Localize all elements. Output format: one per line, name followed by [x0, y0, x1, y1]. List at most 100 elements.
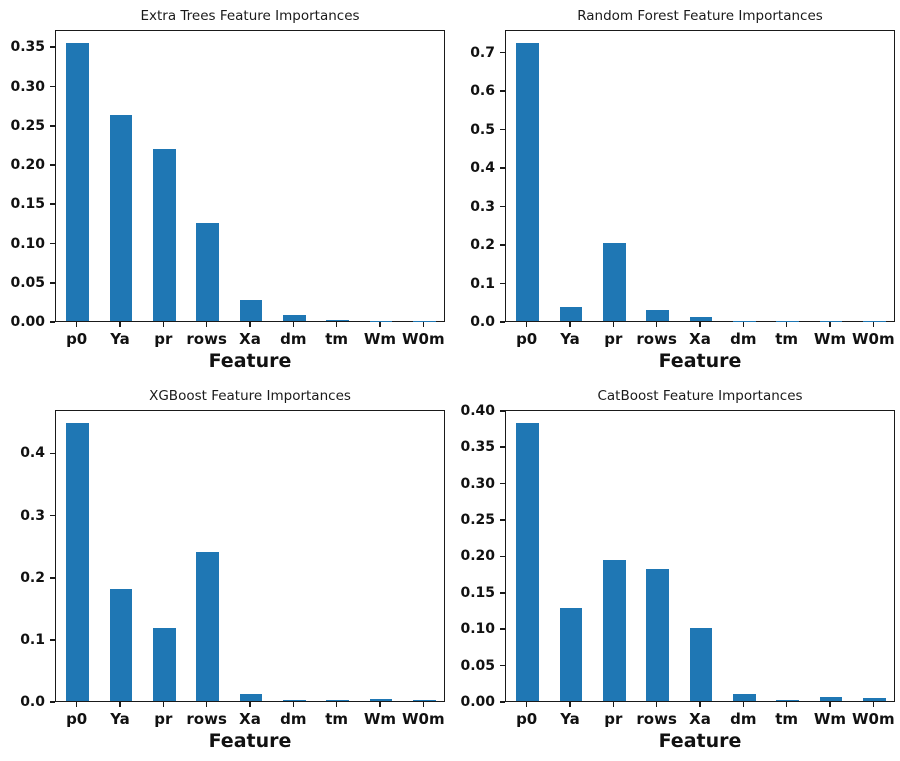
y-axis-tick-label: 0.00 — [460, 694, 495, 710]
x-axis-tick-label: p0 — [66, 330, 88, 348]
x-tick-mark — [162, 322, 165, 327]
x-tick-mark — [785, 322, 788, 327]
chart-cell: XGBoost Feature Importances 0.0 0.1 0.2 0.3 0… — [0, 380, 450, 761]
x-tick-mark — [205, 702, 208, 707]
x-axis-tick-label: tm — [325, 710, 349, 728]
y-tick-mark — [500, 519, 505, 521]
y-tick-mark — [50, 701, 55, 703]
y-axis-tick-label: 0.05 — [10, 274, 45, 291]
y-tick-mark — [500, 282, 505, 285]
x-tick-mark — [292, 322, 295, 327]
y-tick-mark — [500, 205, 505, 208]
bar-rows — [646, 569, 669, 701]
y-axis-tick-label: 0.30 — [10, 78, 45, 95]
chart-title: XGBoost Feature Importances — [149, 388, 351, 404]
x-tick-mark — [829, 322, 831, 327]
y-tick-mark — [500, 321, 505, 323]
y-axis-tick-label: 0.20 — [460, 548, 495, 565]
x-tick-mark — [422, 702, 425, 707]
x-axis-tick-label: Wm — [363, 710, 397, 728]
y-tick-mark — [500, 51, 505, 54]
y-tick-mark — [500, 664, 505, 667]
x-tick-mark — [335, 702, 338, 707]
bar-Ya — [559, 307, 583, 321]
y-tick-mark — [50, 85, 55, 88]
y-axis-tick-label: 0.25 — [10, 117, 45, 134]
bar-p0 — [516, 43, 539, 321]
y-axis-tick-label: 0.3 — [20, 507, 45, 524]
bar-Ya — [109, 588, 133, 701]
plot-area — [505, 30, 895, 322]
x-tick-mark — [655, 322, 658, 327]
x-axis-tick-label: rows — [636, 710, 677, 728]
x-axis-tick-label: tm — [325, 330, 349, 348]
y-tick-mark — [50, 514, 55, 517]
x-axis-tick-label: W0m — [852, 710, 895, 728]
x-tick-mark — [249, 322, 251, 327]
x-axis-tick-label: dm — [730, 330, 757, 348]
y-tick-mark — [50, 203, 55, 206]
y-axis-tick-label: 0.4 — [20, 445, 45, 462]
x-axis-tick-label: tm — [775, 710, 799, 728]
y-axis-tick-label: 0.15 — [460, 584, 495, 601]
y-axis-tick-label: 0.0 — [470, 314, 495, 330]
chart-title: Random Forest Feature Importances — [577, 8, 823, 24]
x-axis-label: Feature — [658, 730, 742, 752]
y-axis-tick-label: 0.4 — [470, 160, 495, 177]
x-axis-label: Feature — [208, 730, 292, 752]
bar-Xa — [689, 628, 713, 701]
x-tick-mark — [205, 322, 208, 327]
y-tick-mark — [500, 555, 505, 558]
y-axis-tick-label: 0.30 — [460, 475, 495, 492]
x-axis-tick-label: Wm — [363, 330, 397, 348]
x-tick-mark — [699, 322, 701, 327]
bar-pr — [603, 243, 626, 321]
y-tick-mark — [50, 321, 55, 323]
y-tick-mark — [500, 701, 505, 703]
x-axis-tick-label: pr — [154, 710, 173, 728]
x-axis-tick-label: Wm — [813, 330, 847, 348]
x-axis-tick-label: pr — [604, 330, 623, 348]
y-tick-mark — [500, 409, 505, 412]
x-axis-tick-label: Ya — [560, 710, 580, 728]
x-axis-tick-label: Xa — [239, 710, 261, 728]
x-axis-tick-label: tm — [775, 330, 799, 348]
x-axis-tick-label: dm — [730, 710, 757, 728]
chart-cell: CatBoost Feature Importances 0.00 0.05 0.10… — [450, 380, 900, 761]
x-tick-mark — [525, 322, 528, 327]
x-axis-tick-label: W0m — [402, 330, 445, 348]
x-tick-mark — [872, 322, 875, 327]
bar-pr — [603, 560, 626, 701]
x-axis-tick-label: rows — [186, 710, 227, 728]
x-tick-mark — [292, 702, 295, 707]
y-axis-tick-label: 0.05 — [460, 657, 495, 674]
x-tick-mark — [75, 322, 78, 327]
bar-dm — [733, 693, 756, 701]
x-tick-mark — [742, 322, 745, 327]
bar-tm — [776, 699, 799, 701]
x-axis-tick-label: Ya — [110, 710, 130, 728]
bar-pr — [153, 628, 176, 701]
y-tick-mark — [500, 446, 505, 448]
bar-Xa — [239, 693, 263, 701]
x-tick-mark — [119, 322, 121, 327]
bar-p0 — [516, 422, 539, 701]
chart-title: Extra Trees Feature Importances — [140, 8, 360, 24]
x-tick-mark — [655, 702, 658, 707]
y-tick-mark — [500, 167, 505, 169]
y-tick-mark — [50, 452, 55, 455]
x-tick-mark — [335, 322, 338, 327]
y-axis-tick-label: 0.1 — [470, 275, 495, 292]
y-tick-mark — [50, 281, 55, 284]
y-axis-tick-label: 0.10 — [10, 235, 45, 252]
x-axis-tick-label: p0 — [516, 330, 538, 348]
x-axis-tick-label: Xa — [689, 330, 711, 348]
bar-Ya — [559, 607, 583, 701]
x-axis-tick-label: rows — [186, 330, 227, 348]
x-axis-tick-label: rows — [636, 330, 677, 348]
plot-area — [505, 410, 895, 702]
plot-area — [55, 410, 445, 702]
y-axis-tick-label: 0.3 — [470, 198, 495, 215]
bar-Xa — [689, 316, 713, 321]
